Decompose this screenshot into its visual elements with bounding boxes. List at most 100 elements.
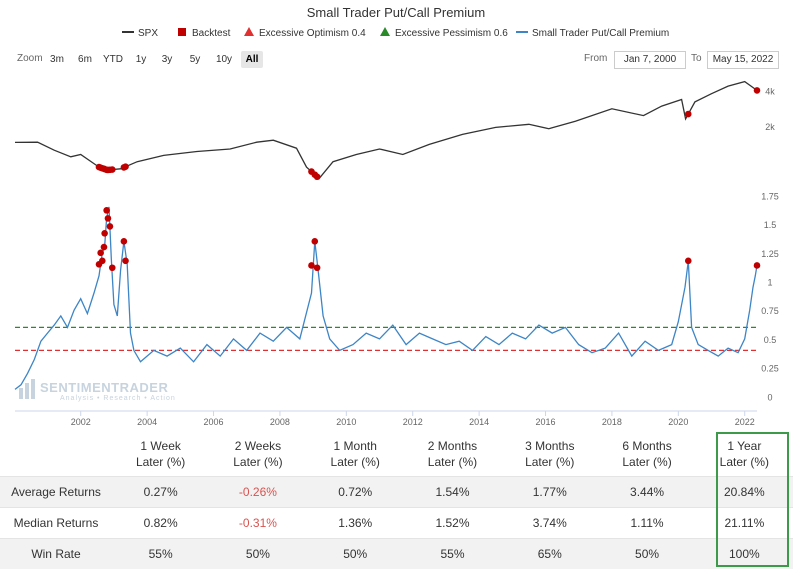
pcp-backtest-point [122,257,129,265]
x-axis-tick-label: 2010 [336,417,356,427]
pcp-backtest-point [313,264,321,272]
column-header: 2 Months Later (%) [427,439,478,469]
pcp-axis-tick-label: 1 [767,278,772,288]
column-header: 6 Months Later (%) [622,439,672,469]
put-call-premium-line [14,206,758,390]
spx-backtest-point [684,110,692,118]
table-header-row: 1 Week Later (%) 2 Weeks Later (%) 1 Month… [0,432,793,477]
pcp-backtest-point [101,230,108,237]
table-row: Win Rate 55% 50% 50% 55% 65% 50% 100% [0,538,793,569]
table-cell: 0.27% [112,476,210,508]
table-cell: 50% [306,538,404,569]
legend-label: SPX [138,28,158,39]
table-cell: 0.82% [112,507,210,539]
pcp-backtest-point [684,257,692,265]
table-cell: 0.72% [306,476,404,508]
x-axis-tick-label: 2014 [469,417,489,427]
sentimentrader-logo-icon [19,379,35,399]
chart-legend: SPX Backtest Excessive Optimism 0.4 Excessi… [122,27,669,39]
watermark-title: SENTIMENTRADER [40,380,169,395]
legend-triangle-icon [244,27,254,36]
table-cell: 50% [598,538,696,569]
pcp-backtest-point [99,257,106,265]
column-header: 3 Months Later (%) [525,439,575,469]
pcp-backtest-point [108,264,116,272]
x-axis-tick-label: 2004 [137,417,157,427]
spx-backtest-point [753,87,761,94]
table-cell: 50% [209,538,307,569]
table-cell: 65% [501,538,599,569]
x-axis-tick-label: 2018 [602,417,622,427]
x-axis-tick-label: 2016 [536,417,556,427]
to-label: To [691,53,702,64]
pcp-backtest-point [100,243,108,251]
table-cell: 3.74% [501,507,599,539]
table-header-empty [0,432,112,477]
pcp-axis-tick-label: 0 [767,392,772,402]
zoom-button-3y[interactable]: 3y [161,54,173,65]
zoom-button-all[interactable]: All [241,51,263,68]
pcp-axis-tick-label: 1.25 [761,249,779,259]
table-cell: 1.52% [403,507,502,539]
pcp-backtest-point [120,238,128,245]
x-axis-tick-label: 2020 [668,417,688,427]
returns-table: 1 Week Later (%) 2 Weeks Later (%) 1 Month… [0,432,793,569]
x-axis-tick-label: 2008 [270,417,290,427]
column-header: 1 Year Later (%) [719,439,770,469]
x-axis-tick-label: 2006 [204,417,224,427]
zoom-button-6m[interactable]: 6m [78,54,92,65]
column-header: 1 Month Later (%) [330,439,380,469]
column-header: 1 Week Later (%) [135,439,186,469]
table-cell: 55% [403,538,502,569]
pcp-axis-tick-label: 0.25 [761,364,779,374]
zoom-button-3m[interactable]: 3m [50,54,64,65]
table-cell: 100% [695,538,793,569]
pcp-backtest-point [308,262,315,269]
pcp-axis-tick-label: 0.5 [764,335,777,345]
zoom-label: Zoom [17,53,43,64]
from-date-input[interactable]: Jan 7, 2000 [614,51,686,69]
pcp-backtest-point [106,223,114,230]
table-cell: -0.26% [209,476,307,508]
row-label: Median Returns [0,507,112,539]
spx-backtest-point [108,166,116,173]
column-header: 2 Weeks Later (%) [233,439,283,469]
legend-triangle-icon [380,27,390,36]
spx-axis-tick-label: 4k [765,86,775,96]
legend-label: Small Trader Put/Call Premium [532,28,669,39]
zoom-button-ytd[interactable]: YTD [103,54,123,65]
table-cell: 1.54% [403,476,502,508]
table-cell: 20.84% [695,476,793,508]
plot-area: 2k 4k 0 0.25 0.5 0.75 1 1.25 1.5 1.75 2002 2004 2006… [14,80,779,427]
to-date-input[interactable]: May 15, 2022 [707,51,779,69]
table-cell: 3.44% [598,476,696,508]
zoom-button-5y[interactable]: 5y [189,54,201,65]
row-label: Average Returns [0,476,112,508]
zoom-button-1y[interactable]: 1y [135,54,147,65]
pcp-backtest-point [104,215,112,222]
pcp-backtest-point [97,249,104,257]
x-axis-tick-label: 2022 [735,417,755,427]
table-cell: 1.77% [501,476,599,508]
legend-item: Excessive Optimism 0.4 [244,27,366,39]
from-label: From [584,53,608,64]
legend-label: Excessive Pessimism 0.6 [395,28,508,39]
legend-item: Excessive Pessimism 0.6 [380,27,508,39]
pcp-axis-tick-label: 1.5 [764,220,777,230]
table-cell: 55% [112,538,210,569]
table-row: Average Returns 0.27% -0.26% 0.72% 1.54%… [0,476,793,508]
chart-title: Small Trader Put/Call Premium [307,5,485,20]
table-cell: 21.11% [695,507,793,539]
pcp-backtest-point [753,262,761,269]
zoom-button-10y[interactable]: 10y [215,54,233,65]
row-label: Win Rate [0,538,112,569]
legend-square-icon [178,28,186,36]
table-cell: 1.11% [598,507,696,539]
legend-label: Excessive Optimism 0.4 [259,28,366,39]
spx-backtest-point [122,163,129,170]
pcp-axis-tick-label: 0.75 [761,306,779,316]
legend-label: Backtest [192,28,231,39]
spx-axis-tick-label: 2k [765,122,775,132]
chart-area: Small Trader Put/Call Premium SPX Backtes… [14,5,779,427]
table-cell: -0.31% [209,507,307,539]
